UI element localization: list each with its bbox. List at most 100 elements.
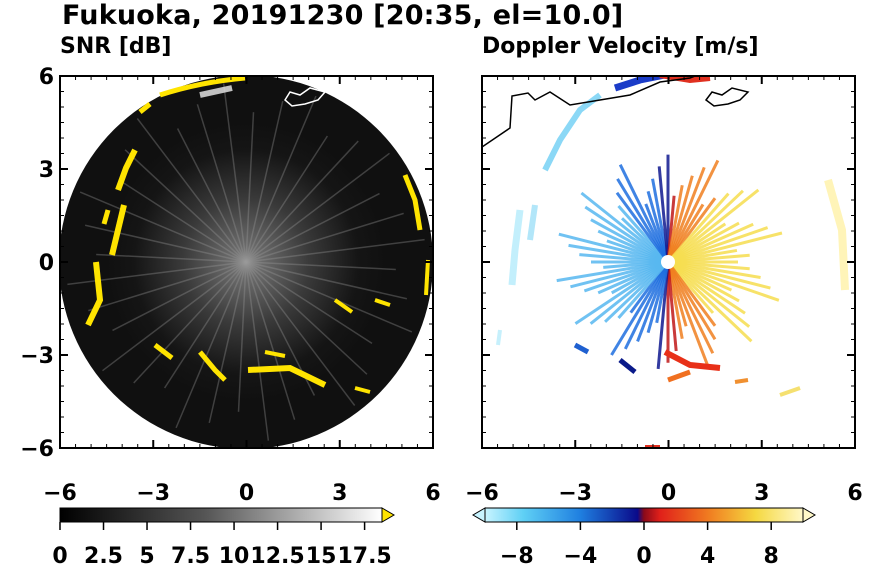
snr-ray [208, 261, 247, 424]
y-tick-label: 0 [39, 251, 54, 276]
colorbar-tick-label: 5 [139, 544, 154, 569]
colorbar-tick-label: 0 [52, 544, 67, 569]
snr-ray-pattern [67, 83, 425, 441]
snr-ray [175, 261, 247, 429]
doppler-ray-pattern [556, 154, 783, 370]
colorbar-tick-label: 0 [636, 544, 651, 569]
x-tick-label: 3 [332, 481, 347, 506]
x-tick-label: 3 [754, 481, 769, 506]
snr-ray [136, 118, 247, 263]
y-tick-label: −3 [20, 344, 54, 369]
doppler-ray [558, 232, 669, 264]
doppler-coastline-island [704, 87, 750, 107]
snr-ray [176, 128, 247, 263]
snr-ray [163, 261, 247, 389]
doppler-ray [580, 191, 669, 264]
doppler-panel [482, 76, 855, 448]
snr-ray [245, 261, 270, 441]
doppler-colorbar-extend-max [802, 507, 816, 523]
colorbar-tick-label: −4 [564, 544, 598, 569]
snr-ray [245, 192, 380, 263]
x-tick-label: 6 [847, 481, 862, 506]
snr-colorbar [59, 507, 395, 523]
doppler-ray [666, 166, 706, 263]
snr-ray [88, 261, 247, 312]
colorbar-tick-label: 10 [219, 544, 250, 569]
figure-title: Fukuoka, 20191230 [20:35, el=10.0] [62, 0, 624, 31]
y-tick-label: 3 [39, 158, 54, 183]
doppler-ray [667, 260, 780, 302]
colorbar-tick-label: 12.5 [250, 544, 304, 569]
snr-echo-bands [85, 76, 430, 394]
snr-ray [124, 149, 247, 263]
colorbar-tick-label: 4 [700, 544, 715, 569]
doppler-echo-patches [496, 76, 849, 448]
snr-panel-title: SNR [dB] [60, 34, 172, 59]
snr-ray [119, 179, 247, 263]
colorbar-tick-label: 15 [306, 544, 337, 569]
x-tick-label: −6 [465, 481, 499, 506]
snr-ray [237, 261, 247, 412]
snr-ray [79, 191, 247, 263]
colorbar-tick-label: 2.5 [84, 544, 123, 569]
snr-ray [245, 261, 296, 420]
snr-ray [102, 261, 247, 372]
colorbar-tick-label: 17.5 [337, 544, 391, 569]
snr-ray [96, 253, 247, 263]
doppler-ray [667, 253, 750, 264]
snr-ray [245, 238, 425, 263]
snr-near-range-glow [106, 122, 386, 402]
snr-ray [84, 224, 247, 263]
snr-ray [133, 261, 247, 384]
snr-ray [245, 212, 404, 263]
doppler-ray [666, 261, 710, 368]
y-tick-label: −6 [20, 437, 54, 462]
snr-panel [60, 76, 433, 448]
x-tick-label: 6 [425, 481, 440, 506]
doppler-ray [666, 159, 720, 263]
x-tick-label: −3 [558, 481, 592, 506]
x-tick-label: −3 [136, 481, 170, 506]
snr-ray [196, 104, 247, 263]
doppler-ray [666, 260, 753, 343]
snr-coastline [284, 87, 327, 107]
snr-ray [245, 100, 284, 263]
doppler-ray [618, 164, 670, 263]
colorbar-tick-label: −8 [500, 544, 534, 569]
snr-ray [245, 261, 396, 271]
snr-ray [112, 261, 247, 332]
snr-ray [245, 152, 390, 263]
snr-ray [245, 112, 255, 263]
snr-ray [245, 261, 413, 333]
doppler-ray [610, 261, 670, 356]
axes-layer: −6 −3 0 3 6 6 3 0 −3 −6 −6 −3 0 3 6 [20, 65, 862, 506]
snr-ray [245, 261, 356, 406]
colorbar-tick-label: 7.5 [171, 544, 210, 569]
snr-ray [245, 95, 317, 263]
radar-site-marker [661, 255, 675, 269]
doppler-coastline [482, 76, 698, 148]
doppler-ray [656, 261, 670, 370]
doppler-panel-title: Doppler Velocity [m/s] [482, 34, 759, 59]
colorbar-tick-label: 8 [764, 544, 779, 569]
doppler-ray [667, 231, 783, 264]
doppler-ray [666, 261, 715, 354]
snr-ray [222, 83, 247, 263]
snr-ray [245, 140, 359, 263]
doppler-colorbar-extend-min [472, 507, 486, 523]
snr-ray [245, 261, 373, 345]
x-tick-label: 0 [661, 481, 676, 506]
snr-ray [245, 261, 368, 375]
snr-ray [245, 261, 408, 300]
doppler-colorbar [472, 507, 816, 523]
y-tick-label: 6 [39, 65, 54, 90]
colorbar-labels: 0 2.5 5 7.5 10 12.5 15 17.5 −8 −4 0 4 8 [52, 522, 779, 569]
x-tick-label: 0 [239, 481, 254, 506]
x-tick-label: −6 [43, 481, 77, 506]
snr-colorbar-extend-max [381, 507, 395, 523]
doppler-ray [574, 260, 669, 325]
doppler-ray [667, 188, 760, 264]
doppler-ray [556, 260, 669, 283]
snr-ray [245, 135, 329, 263]
